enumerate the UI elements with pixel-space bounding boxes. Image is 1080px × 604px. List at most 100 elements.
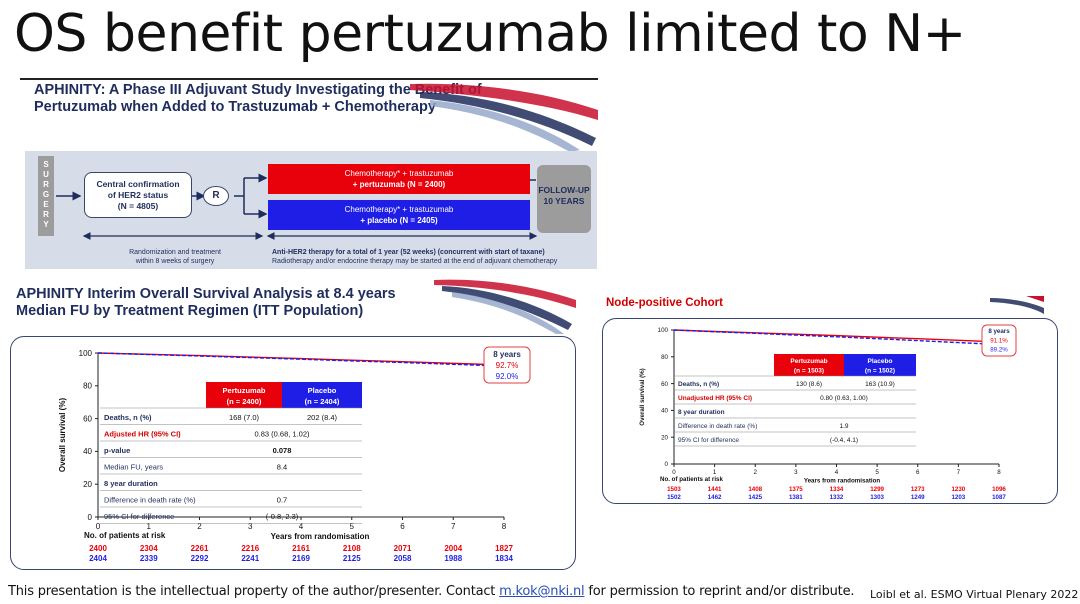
risk-placebo-count: 1203 xyxy=(951,494,965,501)
contact-email-link[interactable]: m.kok@nki.nl xyxy=(499,584,585,599)
risk-pertuzumab-count: 1273 xyxy=(911,486,925,493)
design-arrows xyxy=(56,173,538,240)
placebo-curve xyxy=(97,352,505,367)
header-pertuzumab-cell xyxy=(206,382,282,408)
stat-row-label: Deaths, n (%) xyxy=(104,413,152,422)
stat-row-label: 95% CI for difference xyxy=(678,437,739,444)
eight-year-label: 8 years xyxy=(988,328,1010,335)
stat-row-label: Difference in death rate (%) xyxy=(104,495,196,504)
y-tick-label: 40 xyxy=(661,408,668,415)
y-axis-label: Overall survival (%) xyxy=(58,398,67,473)
risk-pertuzumab-count: 2216 xyxy=(241,544,259,553)
itt-title: APHINITY Interim Overall Survival Analys… xyxy=(16,286,396,319)
risk-table-label: No. of patients at risk xyxy=(84,531,166,540)
stat-row-label: Unadjusted HR (95% CI) xyxy=(678,395,752,402)
header-pertuzumab-n: (n = 1503) xyxy=(794,368,824,375)
stat-row-label: Deaths, n (%) xyxy=(678,381,719,388)
x-tick-label: 7 xyxy=(451,522,456,531)
x-tick-label: 3 xyxy=(248,522,253,531)
risk-placebo-count: 1303 xyxy=(870,494,884,501)
x-tick-label: 2 xyxy=(197,522,202,531)
risk-placebo-count: 2404 xyxy=(89,554,107,563)
risk-pertuzumab-count: 1408 xyxy=(748,486,762,493)
citation: Loibl et al. ESMO Virtual Plenary 2022 xyxy=(870,588,1079,601)
x-tick-label: 0 xyxy=(96,522,101,531)
eight-year-pertuzumab-value: 91.1% xyxy=(990,337,1008,344)
stat-pertuzumab-value: 168 (7.0) xyxy=(229,413,260,422)
stat-value: 0.83 (0.68, 1.02) xyxy=(254,429,310,438)
header-placebo-cell xyxy=(844,354,916,376)
stat-value: 0.078 xyxy=(273,446,292,455)
followup-box: FOLLOW-UP 10 YEARS xyxy=(537,165,591,233)
x-axis-label: Years from randomisation xyxy=(804,477,881,484)
y-tick-label: 100 xyxy=(658,327,669,334)
x-tick-label: 8 xyxy=(502,522,507,531)
risk-table-label: No. of patients at risk xyxy=(660,476,723,483)
placebo-curve xyxy=(673,329,1000,346)
x-tick-label: 6 xyxy=(916,469,920,476)
risk-placebo-count: 1988 xyxy=(444,554,462,563)
risk-placebo-count: 1502 xyxy=(667,494,681,501)
x-tick-label: 5 xyxy=(875,469,879,476)
eight-year-pertuzumab-value: 92.7% xyxy=(496,361,519,370)
y-tick-label: 40 xyxy=(83,447,92,456)
x-tick-label: 1 xyxy=(713,469,717,476)
risk-pertuzumab-count: 2161 xyxy=(292,544,310,553)
risk-placebo-count: 1087 xyxy=(992,494,1006,501)
eight-year-placebo-value: 92.0% xyxy=(496,372,519,381)
risk-pertuzumab-count: 1375 xyxy=(789,486,803,493)
header-placebo-label: Placebo xyxy=(868,358,893,365)
risk-pertuzumab-count: 1503 xyxy=(667,486,681,493)
risk-pertuzumab-count: 2304 xyxy=(140,544,158,553)
stat-placebo-value: 163 (10.9) xyxy=(865,381,895,388)
risk-pertuzumab-count: 1299 xyxy=(870,486,884,493)
y-tick-label: 20 xyxy=(83,480,92,489)
stat-row-label: 8 year duration xyxy=(104,479,158,488)
header-pertuzumab-label: Pertuzumab xyxy=(223,386,266,395)
x-tick-label: 7 xyxy=(957,469,961,476)
risk-pertuzumab-count: 1334 xyxy=(830,486,844,493)
stat-row-label: 8 year duration xyxy=(678,409,725,416)
stat-value: 0.80 (0.63, 1.00) xyxy=(820,395,868,402)
risk-pertuzumab-count: 1230 xyxy=(951,486,965,493)
risk-pertuzumab-count: 2071 xyxy=(394,544,412,553)
risk-pertuzumab-count: 1441 xyxy=(708,486,722,493)
node-positive-title: Node-positive Cohort xyxy=(606,297,723,309)
risk-pertuzumab-count: 2400 xyxy=(89,544,107,553)
decorative-ribbon-1 xyxy=(410,83,598,152)
x-tick-label: 6 xyxy=(400,522,405,531)
y-tick-label: 0 xyxy=(665,461,669,468)
risk-placebo-count: 1381 xyxy=(789,494,803,501)
eight-year-placebo-value: 89.2% xyxy=(990,347,1008,354)
y-axis-label: Overall survival (%) xyxy=(639,368,646,425)
stat-value: 8.4 xyxy=(277,462,287,471)
risk-placebo-count: 2169 xyxy=(292,554,310,563)
pertuzumab-arm: Chemotherapy* + trastuzumab + pertuzumab … xyxy=(268,164,530,194)
risk-placebo-count: 2339 xyxy=(140,554,158,563)
risk-placebo-count: 1462 xyxy=(708,494,722,501)
y-tick-label: 80 xyxy=(83,382,92,391)
itt-km-chart: 0 20 40 60 80 100 0 1 2 3 4 5 6 7 8 Overall survival (%… xyxy=(58,346,531,563)
node-km-chart: 0 20 40 60 80 100 0 1 2 3 4 5 6 7 8 Overall survival (%… xyxy=(639,324,1017,501)
stat-row-label: 95% CI for difference xyxy=(104,512,174,521)
central-confirmation-box: Central confirmation of HER2 status (N = 4… xyxy=(84,172,192,218)
y-tick-label: 60 xyxy=(83,414,92,423)
risk-placebo-count: 1425 xyxy=(748,494,762,501)
header-pertuzumab-label: Pertuzumab xyxy=(790,358,827,365)
risk-placebo-count: 2241 xyxy=(241,554,259,563)
y-tick-label: 80 xyxy=(661,354,668,361)
x-axis-label: Years from randomisation xyxy=(271,532,370,541)
risk-placebo-count: 1249 xyxy=(911,494,925,501)
study-title: APHINITY: A Phase III Adjuvant Study Inv… xyxy=(34,82,482,115)
x-tick-label: 5 xyxy=(350,522,355,531)
risk-placebo-count: 2125 xyxy=(343,554,361,563)
eight-year-label: 8 years xyxy=(493,350,521,359)
decorative-ribbon-3 xyxy=(990,296,1044,314)
eight-year-box xyxy=(483,346,531,384)
stat-placebo-value: 202 (8.4) xyxy=(307,413,338,422)
x-tick-label: 2 xyxy=(754,469,758,476)
stat-row-label: Median FU, years xyxy=(104,462,163,471)
footer: This presentation is the intellectual pr… xyxy=(8,584,855,599)
stat-value: 0.7 xyxy=(277,495,287,504)
